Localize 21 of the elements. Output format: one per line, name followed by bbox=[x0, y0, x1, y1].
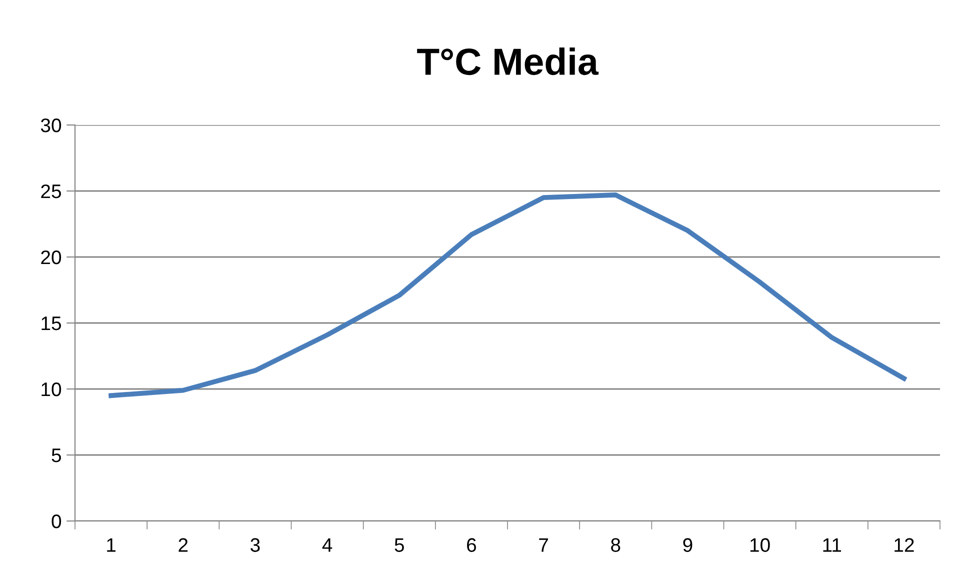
x-tick-label: 6 bbox=[467, 538, 476, 552]
x-tick-label: 1 bbox=[107, 538, 116, 552]
y-tick-label: 10 bbox=[42, 382, 62, 396]
x-tick-label: 7 bbox=[539, 538, 548, 552]
x-tick-label: 3 bbox=[250, 538, 260, 552]
x-tick-label: 2 bbox=[178, 538, 188, 552]
x-tick-label: 10 bbox=[750, 538, 770, 552]
x-tick-label: 8 bbox=[611, 538, 620, 552]
x-tick-label: 12 bbox=[894, 538, 914, 552]
chart-title: T°C Media bbox=[417, 48, 599, 76]
line-series bbox=[108, 192, 906, 398]
x-tick-label: 4 bbox=[322, 538, 332, 552]
x-tick-label: 9 bbox=[683, 538, 692, 552]
y-tick-label: 20 bbox=[41, 250, 62, 264]
y-tick-label: 15 bbox=[42, 316, 61, 330]
y-tick-label: 5 bbox=[52, 448, 61, 462]
y-tick-label: 25 bbox=[41, 184, 61, 198]
y-tick-label: 0 bbox=[52, 514, 62, 528]
y-tick-label: 30 bbox=[40, 118, 62, 132]
x-tick-label: 5 bbox=[394, 538, 404, 552]
x-tick-label: 11 bbox=[823, 538, 842, 552]
